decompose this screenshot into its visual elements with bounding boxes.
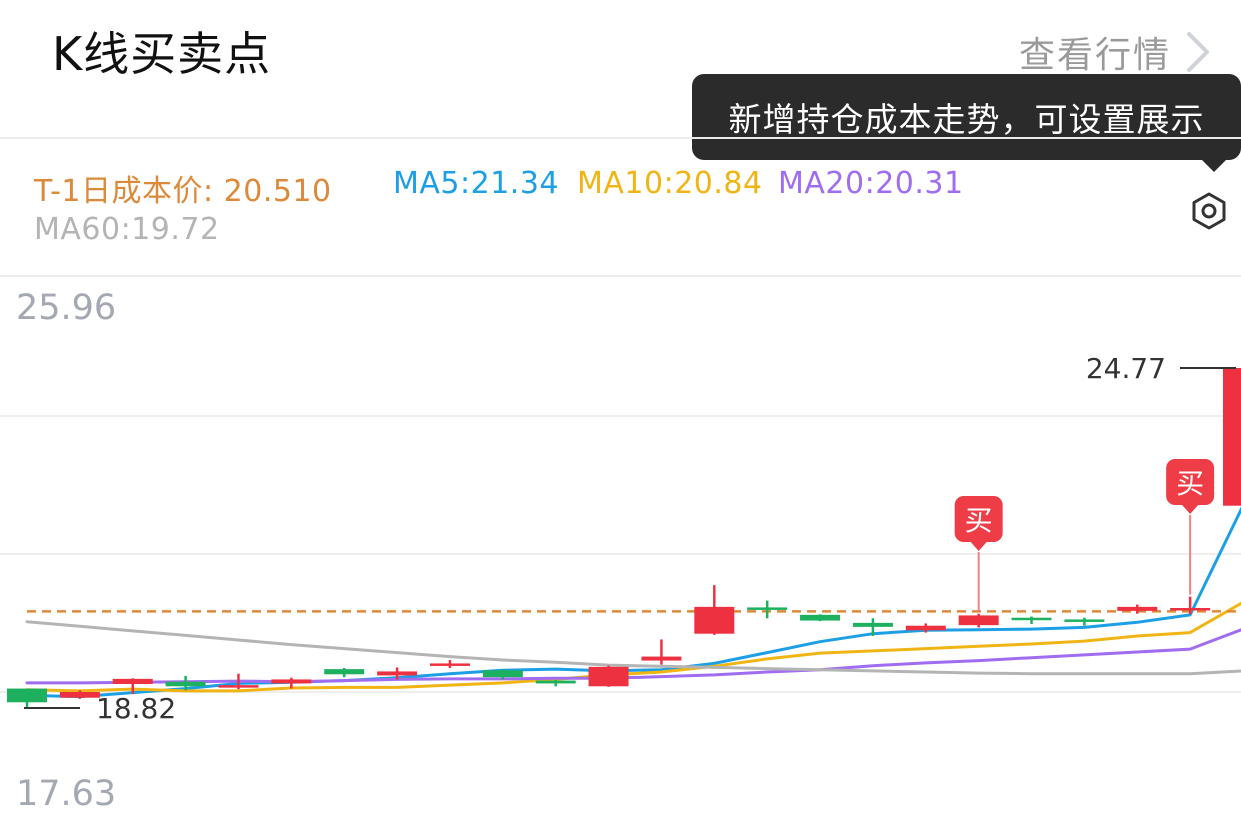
settings-hexagon-icon[interactable] xyxy=(1190,191,1228,235)
cost-trend-tooltip: 新增持仓成本走势，可设置展示 xyxy=(692,74,1241,172)
candle-body xyxy=(905,625,946,631)
candle-body xyxy=(1011,617,1052,621)
candle xyxy=(377,667,418,680)
buy-marker-pointer xyxy=(970,542,987,551)
candle xyxy=(641,639,682,665)
legend-ma10: MA10:20.84 xyxy=(577,166,763,201)
header-divider xyxy=(0,137,1241,139)
page-title: K线买卖点 xyxy=(52,27,272,81)
candle xyxy=(1064,617,1105,626)
candle xyxy=(59,690,100,699)
candle-body xyxy=(800,614,841,621)
legend-ma10-label: MA10: xyxy=(577,166,675,201)
legend-ma60-value: 19.72 xyxy=(131,212,220,247)
view-market-label: 查看行情 xyxy=(1018,35,1171,76)
candle xyxy=(218,673,259,690)
candle-body xyxy=(482,670,523,678)
candle xyxy=(747,600,788,619)
legend-ma5-label: MA5: xyxy=(393,166,471,201)
candle-body xyxy=(852,622,893,627)
candle xyxy=(482,669,523,680)
candle xyxy=(694,585,735,635)
candle xyxy=(1117,604,1158,614)
candle-body xyxy=(1223,368,1241,506)
buy-marker-box xyxy=(1166,459,1215,505)
max-price-label: 24.77 xyxy=(1086,352,1166,385)
candle xyxy=(905,623,946,633)
candle xyxy=(429,660,470,668)
candle xyxy=(165,676,206,691)
legend-ma5-value: 21.34 xyxy=(470,166,559,201)
chevron-right-icon xyxy=(1185,31,1211,73)
candle-body xyxy=(324,669,365,675)
view-market-link[interactable]: 查看行情 xyxy=(1019,26,1211,78)
candle-body xyxy=(377,671,418,676)
candle xyxy=(1170,596,1211,615)
legend-ma10-value: 20.84 xyxy=(674,166,763,201)
ma-line-ma60 xyxy=(25,620,1241,676)
candle-body xyxy=(641,656,682,661)
candle xyxy=(324,668,365,678)
candle xyxy=(271,677,312,689)
candle-body xyxy=(429,663,470,666)
candle xyxy=(852,618,893,636)
ma-line-ma20 xyxy=(25,628,1241,685)
candle xyxy=(7,688,47,708)
legend-ma60-label: MA60: xyxy=(34,212,132,247)
legend-cost-value: 20.510 xyxy=(223,174,332,209)
candle-body xyxy=(535,680,576,684)
y-axis-top-label: 25.96 xyxy=(16,288,117,328)
legend-ma20: MA20:20.31 xyxy=(778,166,964,201)
candle-body xyxy=(588,666,629,687)
legend-ma60: MA60:19.72 xyxy=(34,212,220,247)
candle-body xyxy=(218,685,259,688)
y-axis-bottom-label: 17.63 xyxy=(16,774,117,814)
candle xyxy=(800,614,841,622)
candle-body xyxy=(1117,606,1158,611)
legend-cost-label: T-1日成本价: xyxy=(34,174,224,209)
buy-marker: 买 xyxy=(1166,459,1215,514)
buy-marker-label: 买 xyxy=(965,504,993,537)
candle-body xyxy=(59,692,100,698)
candle-body xyxy=(958,615,999,626)
legend-divider xyxy=(0,275,1241,277)
candle-body xyxy=(1170,608,1211,611)
candle xyxy=(535,680,576,687)
ma-line-ma5 xyxy=(25,506,1241,699)
candle xyxy=(958,613,999,628)
candle xyxy=(588,665,629,687)
candle-body xyxy=(271,679,312,684)
buy-marker-label: 买 xyxy=(1176,467,1204,500)
buy-marker-pointer xyxy=(1182,505,1199,514)
legend-ma20-value: 20.31 xyxy=(875,166,964,201)
min-price-label: 18.82 xyxy=(96,692,176,725)
buy-marker-box xyxy=(954,496,1003,542)
legend-cost: T-1日成本价: 20.510 xyxy=(34,166,332,210)
candle-body xyxy=(112,678,153,684)
candle-body xyxy=(165,681,206,687)
candle-body xyxy=(1064,619,1105,622)
candle xyxy=(1011,616,1052,624)
legend-ma20-label: MA20: xyxy=(778,166,876,201)
ma-line-ma10 xyxy=(25,601,1241,693)
buy-marker: 买 xyxy=(954,496,1003,551)
candle-body xyxy=(694,606,735,634)
candle-body xyxy=(747,607,788,610)
candle xyxy=(112,678,153,694)
candle-body xyxy=(7,688,47,703)
candle xyxy=(1223,368,1241,506)
legend-ma5: MA5:21.34 xyxy=(393,166,559,201)
